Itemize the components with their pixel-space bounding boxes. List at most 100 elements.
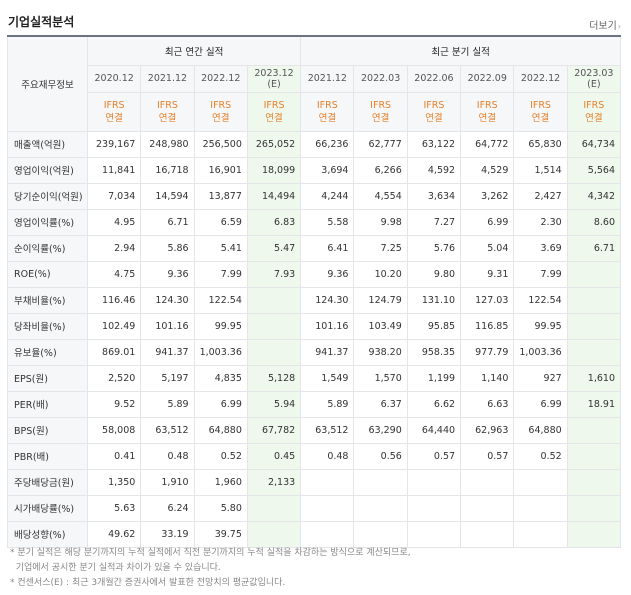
table-cell (353, 468, 408, 496)
table-cell: 4,342 (566, 182, 622, 210)
table-cell: 941.37 (140, 338, 195, 366)
gaap-line1: IFRS (423, 99, 445, 111)
table-cell: 103.49 (353, 312, 408, 340)
gaap-line2: 연결 (585, 112, 603, 124)
table-cell: 99.95 (193, 312, 248, 340)
table-row: 매출액(억원) 239,167 248,980 256,500 265,052 66,23… (7, 130, 622, 158)
table-cell: 101.16 (300, 312, 355, 340)
table-cell: 7.93 (246, 260, 302, 288)
table-cell (566, 520, 622, 548)
table-cell: 1,960 (193, 468, 248, 496)
table-cell (566, 338, 622, 366)
gaap-line1: IFRS (156, 99, 178, 111)
table-cell: 239,167 (86, 130, 142, 158)
table-cell: 3,262 (460, 182, 515, 210)
estimate-marker: (E) (267, 78, 281, 90)
gaap-line2: 연결 (105, 112, 123, 124)
table-cell (300, 468, 355, 496)
gaap-line1: IFRS (583, 99, 605, 111)
gaap-line1: IFRS (210, 99, 232, 111)
row-label: PER(배) (7, 390, 88, 418)
column-date: 2023.03 (E) (566, 64, 622, 93)
footnote-3: * 컨센서스(E) : 최근 3개월간 증권사에서 발표한 전망치의 평균값입니… (10, 578, 286, 588)
table-cell: 18,099 (246, 156, 302, 184)
table-cell: 63,122 (406, 130, 462, 158)
table-row: EPS(원) 2,520 5,197 4,835 5,128 1,549 1,570 1,19… (7, 364, 622, 392)
table-cell: 6.24 (140, 494, 195, 522)
column-date: 2022.03 (353, 64, 408, 93)
table-cell: 6.83 (246, 208, 302, 236)
table-cell: 938.20 (353, 338, 408, 366)
table-cell: 116.85 (460, 312, 515, 340)
more-link[interactable]: 더보기› (589, 17, 621, 32)
table-cell: 0.57 (460, 442, 515, 470)
table-cell: 3.69 (513, 234, 568, 262)
gaap-label: IFRS 연결 (300, 91, 355, 132)
table-cell: 6.63 (460, 390, 515, 418)
table-cell: 63,512 (140, 416, 195, 444)
gaap-line1: IFRS (103, 99, 125, 111)
table-cell: 5.47 (246, 234, 302, 262)
table-cell (246, 494, 302, 522)
column-date: 2022.06 (406, 64, 462, 93)
table-cell: 1,549 (300, 364, 355, 392)
table-cell: 5.89 (300, 390, 355, 418)
table-cell: 9.98 (353, 208, 408, 236)
table-cell: 3,634 (406, 182, 462, 210)
row-label: 영업이익률(%) (7, 208, 88, 236)
table-cell: 4.75 (86, 260, 142, 288)
column-date: 2022.09 (460, 64, 515, 93)
table-cell: 0.48 (140, 442, 195, 470)
table-cell: 4.95 (86, 208, 142, 236)
more-label[interactable]: 더보기 (589, 21, 617, 32)
table-cell: 49.62 (86, 520, 142, 548)
table-cell: 6.71 (140, 208, 195, 236)
table-cell: 6.37 (353, 390, 408, 418)
table-cell: 5.63 (86, 494, 142, 522)
table-cell: 127.03 (460, 286, 515, 314)
table-cell: 58,008 (86, 416, 142, 444)
table-cell: 0.41 (86, 442, 142, 470)
table-cell (566, 494, 622, 522)
table-cell: 958.35 (406, 338, 462, 366)
table-cell: 7,034 (86, 182, 142, 210)
table-cell: 1,610 (566, 364, 622, 392)
table-cell (353, 494, 408, 522)
gaap-line2: 연결 (531, 112, 550, 124)
row-label: 배당성향(%) (7, 520, 88, 548)
table-cell: 62,963 (460, 416, 515, 444)
table-cell (566, 312, 622, 340)
table-cell: 4,554 (353, 182, 408, 210)
table-cell: 64,880 (193, 416, 248, 444)
table-cell: 1,910 (140, 468, 195, 496)
table-cell: 6.99 (193, 390, 248, 418)
table-cell: 65,830 (513, 130, 568, 158)
table-cell (513, 494, 568, 522)
gaap-label: IFRS 연결 (193, 91, 248, 132)
table-cell: 64,880 (513, 416, 568, 444)
table-cell: 1,350 (86, 468, 142, 496)
column-date: 2023.12 (E) (246, 64, 302, 93)
table-cell: 67,782 (246, 416, 302, 444)
gaap-label: IFRS 연결 (86, 91, 142, 132)
gaap-label: IFRS 연결 (566, 91, 622, 132)
table-cell: 124.30 (140, 286, 195, 314)
column-date-value: 2023.12 (254, 67, 294, 79)
gaap-line1: IFRS (476, 99, 498, 111)
table-cell (300, 494, 355, 522)
table-cell: 66,236 (300, 130, 355, 158)
table-cell: 102.49 (86, 312, 142, 340)
table-cell: 4,529 (460, 156, 515, 184)
table-cell: 2,427 (513, 182, 568, 210)
gaap-line1: IFRS (316, 99, 338, 111)
column-date: 2022.12 (513, 64, 568, 93)
table-cell: 122.54 (513, 286, 568, 314)
table-cell: 5,197 (140, 364, 195, 392)
table-cell: 9.31 (460, 260, 515, 288)
table-cell (566, 260, 622, 288)
table-cell: 0.57 (406, 442, 462, 470)
gaap-label: IFRS 연결 (513, 91, 568, 132)
table-cell: 977.79 (460, 338, 515, 366)
estimate-marker: (E) (587, 78, 601, 90)
footnote-2: 기업에서 공시한 분기 실적과 차이가 있을 수 있습니다. (10, 563, 221, 573)
